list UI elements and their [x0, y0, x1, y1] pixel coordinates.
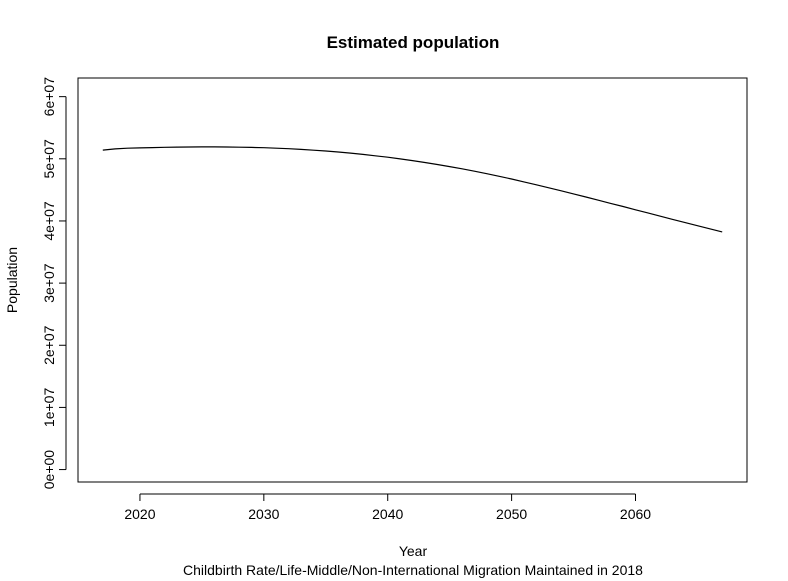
chart-subtitle: Childbirth Rate/Life-Middle/Non-Internat… [183, 562, 643, 578]
y-tick-label: 6e+07 [41, 77, 57, 117]
y-tick-label: 3e+07 [41, 263, 57, 303]
series-layer [102, 146, 723, 233]
x-axis: 2020 2030 2040 2050 2060 [124, 493, 651, 522]
x-tick-label: 2060 [620, 506, 651, 522]
x-tick-label: 2040 [372, 506, 403, 522]
y-tick-label: 4e+07 [41, 201, 57, 241]
plot-area-frame [77, 77, 748, 483]
y-tick-label: 5e+07 [41, 139, 57, 179]
y-axis-label: Population [4, 247, 20, 313]
y-tick-label: 2e+07 [41, 325, 57, 365]
y-tick-label: 1e+07 [41, 388, 57, 428]
x-axis-label: Year [399, 543, 428, 559]
population-line [102, 146, 723, 233]
x-tick-label: 2030 [248, 506, 279, 522]
chart-title: Estimated population [327, 33, 500, 52]
y-axis: 0e+00 1e+07 2e+07 3e+07 4e+07 5e+07 6e+07 [41, 77, 67, 490]
x-tick-label: 2020 [124, 506, 155, 522]
y-tick-label: 0e+00 [41, 450, 57, 490]
x-tick-label: 2050 [496, 506, 527, 522]
